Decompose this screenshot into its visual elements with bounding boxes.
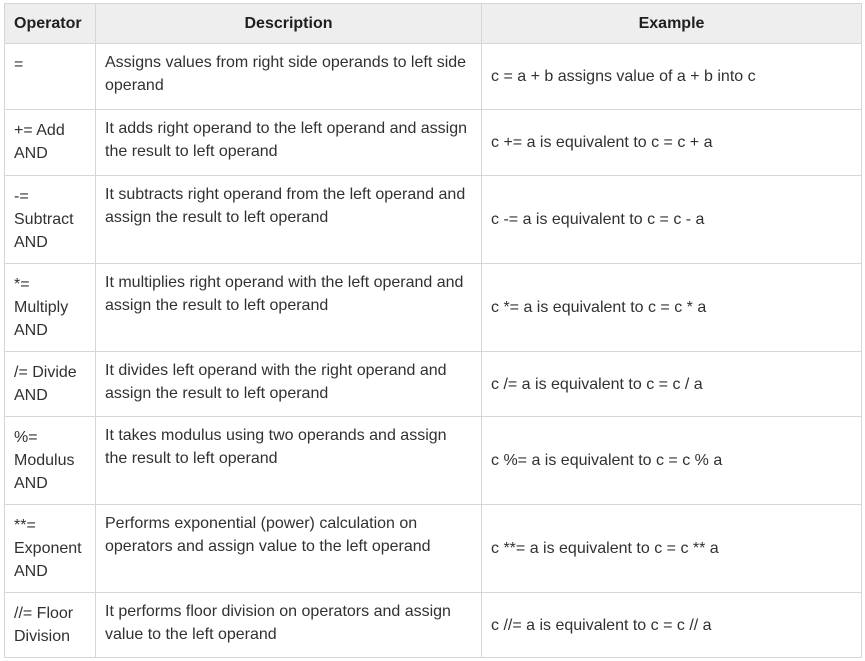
example-cell: c /= a is equivalent to c = c / a [481,351,862,417]
description-cell: Performs exponential (power) calculation… [95,504,482,593]
operator-cell: *= Multiply AND [4,263,96,352]
example-cell: c -= a is equivalent to c = c - a [481,175,862,264]
table-row: //= Floor Division It performs floor div… [4,592,862,658]
example-cell: c *= a is equivalent to c = c * a [481,263,862,352]
description-cell: It divides left operand with the right o… [95,351,482,417]
operator-cell: /= Divide AND [4,351,96,417]
example-cell: c %= a is equivalent to c = c % a [481,416,862,505]
header-description: Description [95,3,482,44]
table-row: *= Multiply AND It multiplies right oper… [4,263,862,352]
table-row: -= Subtract AND It subtracts right opera… [4,175,862,264]
description-cell: It performs floor division on operators … [95,592,482,658]
operators-table: Operator Description Example = Assigns v… [4,3,862,658]
description-cell: It adds right operand to the left operan… [95,109,482,176]
operator-cell: -= Subtract AND [4,175,96,264]
table-body: = Assigns values from right side operand… [4,43,862,658]
operator-cell: **= Exponent AND [4,504,96,593]
description-cell: It multiplies right operand with the lef… [95,263,482,352]
header-example: Example [481,3,862,44]
table-row: = Assigns values from right side operand… [4,43,862,110]
operator-cell: //= Floor Division [4,592,96,658]
example-cell: c = a + b assigns value of a + b into c [481,43,862,110]
description-cell: It takes modulus using two operands and … [95,416,482,505]
table-row: %= Modulus AND It takes modulus using tw… [4,416,862,505]
description-cell: It subtracts right operand from the left… [95,175,482,264]
operator-cell: = [4,43,96,110]
table-row: += Add AND It adds right operand to the … [4,109,862,176]
example-cell: c **= a is equivalent to c = c ** a [481,504,862,593]
table-row: **= Exponent AND Performs exponential (p… [4,504,862,593]
table-header: Operator Description Example [4,3,862,44]
header-row: Operator Description Example [4,3,862,44]
operator-cell: += Add AND [4,109,96,176]
operator-cell: %= Modulus AND [4,416,96,505]
example-cell: c //= a is equivalent to c = c // a [481,592,862,658]
example-cell: c += a is equivalent to c = c + a [481,109,862,176]
header-operator: Operator [4,3,96,44]
description-cell: Assigns values from right side operands … [95,43,482,110]
table-row: /= Divide AND It divides left operand wi… [4,351,862,417]
